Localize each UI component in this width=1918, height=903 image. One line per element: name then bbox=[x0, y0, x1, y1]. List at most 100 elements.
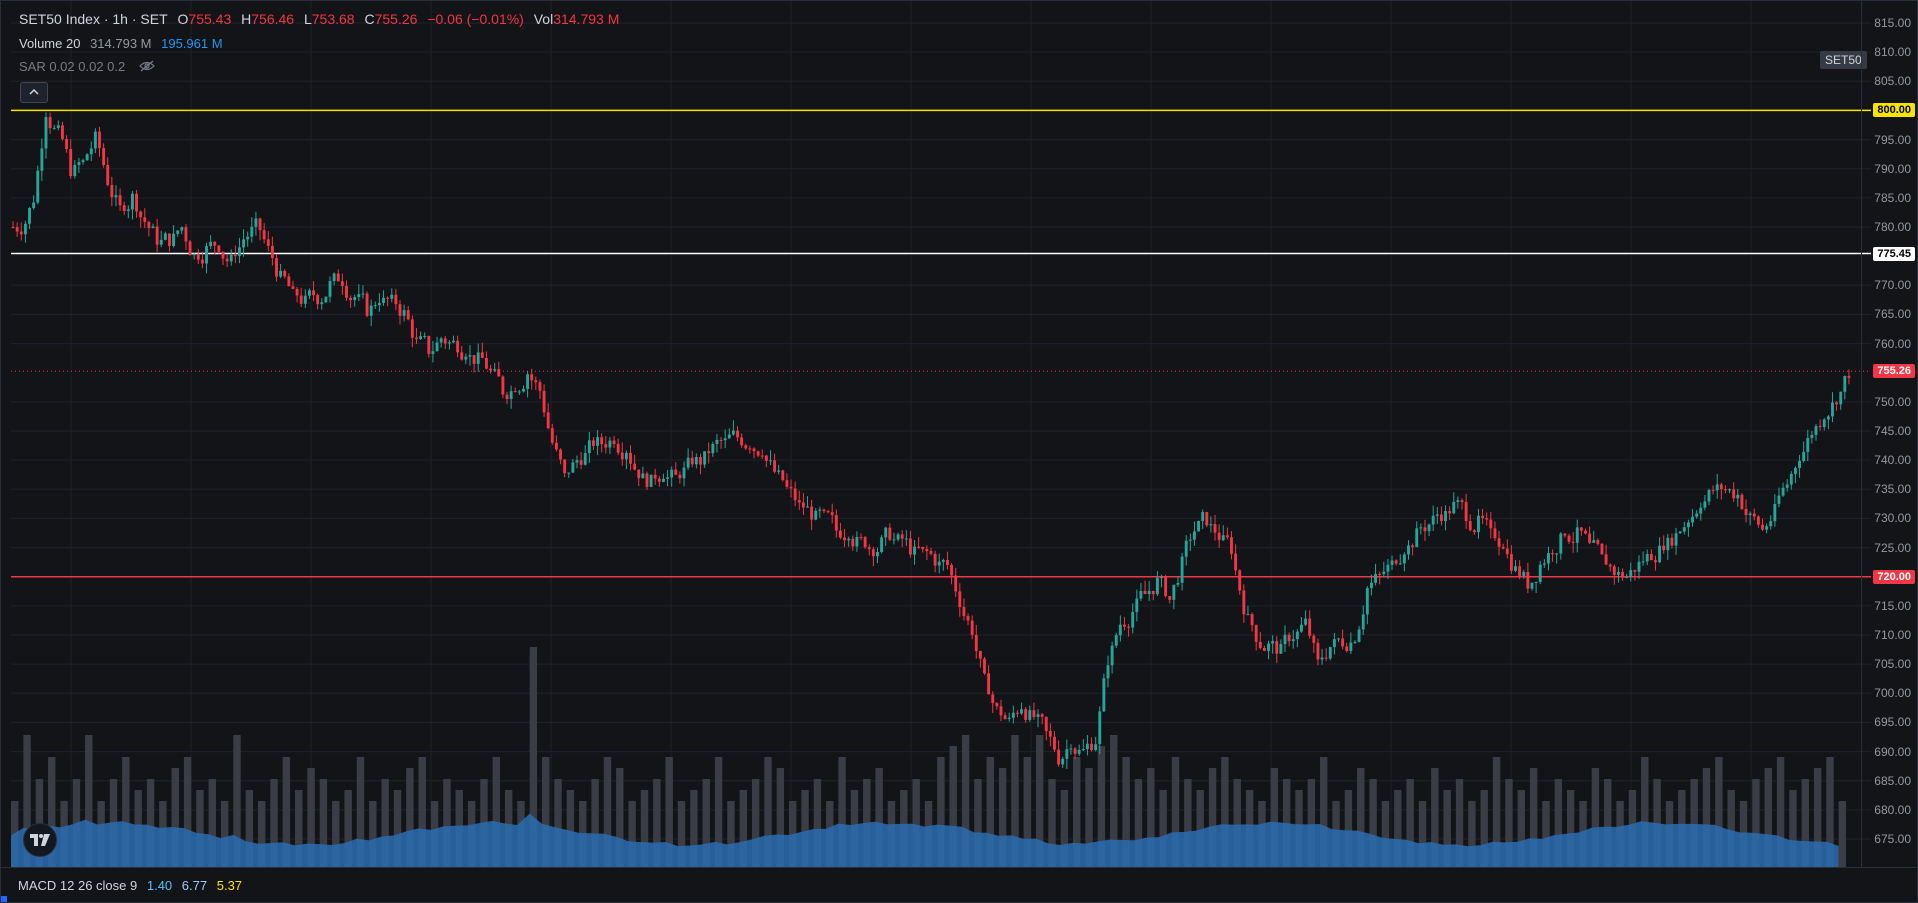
volume-bar bbox=[233, 735, 241, 867]
volume-bar bbox=[1233, 779, 1241, 867]
candle bbox=[1044, 716, 1048, 732]
candle bbox=[1423, 527, 1427, 532]
level-price-label[interactable]: 775.45 bbox=[1873, 246, 1915, 261]
volume-legend[interactable]: Volume 20 314.793 M 195.961 M bbox=[19, 36, 229, 51]
candle bbox=[818, 509, 822, 511]
candle bbox=[587, 440, 591, 454]
candle bbox=[1312, 635, 1316, 643]
candle bbox=[1188, 539, 1192, 541]
price-pane[interactable] bbox=[11, 1, 1871, 867]
candle bbox=[1526, 571, 1530, 589]
candle bbox=[1522, 571, 1526, 576]
candle bbox=[1493, 528, 1497, 539]
candle bbox=[1481, 515, 1485, 519]
symbol-legend[interactable]: SET50 Index · 1h · SET O755.43 H756.46 L… bbox=[19, 11, 625, 27]
candle bbox=[283, 270, 287, 277]
eye-off-icon[interactable] bbox=[139, 60, 155, 75]
volume-bar bbox=[1517, 790, 1525, 867]
candle bbox=[493, 369, 497, 371]
volume-bar bbox=[616, 768, 624, 867]
candle bbox=[1127, 626, 1131, 628]
candle bbox=[550, 428, 554, 443]
candle bbox=[744, 445, 748, 449]
candle bbox=[563, 459, 567, 474]
volume-bar bbox=[369, 801, 377, 867]
candle bbox=[608, 440, 612, 448]
candle bbox=[159, 239, 163, 245]
macd-pane[interactable]: MACD 12 26 close 9 1.40 6.77 5.37 bbox=[1, 867, 1917, 903]
candle bbox=[736, 430, 739, 438]
volume-bar bbox=[356, 757, 365, 867]
candle bbox=[699, 457, 702, 465]
candle bbox=[727, 434, 731, 439]
candle bbox=[184, 227, 188, 242]
candle bbox=[620, 452, 624, 460]
volume-bar bbox=[1529, 768, 1538, 867]
candle bbox=[1765, 526, 1769, 530]
candle bbox=[233, 254, 237, 257]
candle bbox=[966, 616, 970, 621]
candle bbox=[1563, 533, 1567, 536]
volume-bar bbox=[1480, 790, 1488, 867]
sar-indicator-label[interactable]: SAR 0.02 0.02 0.2 bbox=[19, 59, 126, 74]
sar-legend[interactable]: SAR 0.02 0.02 0.2 bbox=[19, 59, 161, 75]
volume-bar bbox=[566, 790, 575, 867]
price-axis[interactable]: 815.00 810.00 805.00 795.00 790.00 785.00 780.… bbox=[1861, 1, 1918, 867]
candle bbox=[785, 480, 789, 487]
candle bbox=[1707, 490, 1711, 502]
volume-indicator-label[interactable]: Volume 20 bbox=[19, 36, 81, 51]
candle bbox=[266, 239, 270, 246]
price-tick-label: 785.00 bbox=[1874, 190, 1911, 205]
price-chart[interactable] bbox=[11, 1, 1871, 867]
candle bbox=[991, 694, 995, 704]
candle bbox=[61, 125, 64, 139]
candle bbox=[258, 218, 262, 231]
volume-bar bbox=[1270, 768, 1279, 867]
candle bbox=[925, 548, 929, 551]
candle bbox=[155, 226, 159, 245]
candle bbox=[1415, 528, 1419, 548]
volume-bar bbox=[443, 779, 451, 867]
candle bbox=[307, 290, 311, 296]
candle bbox=[48, 117, 52, 129]
volume-bar bbox=[998, 768, 1007, 867]
price-tick-label: 805.00 bbox=[1874, 74, 1911, 89]
candle bbox=[1209, 524, 1213, 526]
candle bbox=[1608, 564, 1612, 567]
candle bbox=[1365, 588, 1369, 615]
volume-bar bbox=[1418, 801, 1427, 867]
candle bbox=[937, 561, 941, 566]
collapse-legend-button[interactable] bbox=[20, 82, 48, 103]
candle bbox=[826, 511, 830, 513]
candle bbox=[789, 486, 793, 489]
candle bbox=[1374, 573, 1378, 583]
candle bbox=[1464, 502, 1468, 522]
candle bbox=[1090, 743, 1093, 751]
level-price-label[interactable]: 800.00 bbox=[1873, 103, 1915, 118]
vol-label: Vol bbox=[533, 11, 554, 27]
candle bbox=[1197, 520, 1201, 532]
macd-indicator-label[interactable]: MACD 12 26 close 9 bbox=[18, 878, 138, 893]
volume-bar bbox=[171, 768, 179, 867]
candle bbox=[1674, 533, 1678, 546]
tradingview-logo-icon[interactable] bbox=[23, 823, 57, 857]
candle bbox=[1505, 548, 1509, 555]
candle bbox=[139, 211, 143, 218]
level-price-label[interactable]: 720.00 bbox=[1873, 569, 1915, 584]
candle bbox=[752, 448, 756, 452]
candle bbox=[77, 162, 81, 165]
candle bbox=[1020, 709, 1023, 714]
candle bbox=[1160, 577, 1163, 579]
volume-bar bbox=[739, 790, 747, 867]
candle bbox=[1744, 508, 1748, 516]
candle bbox=[377, 302, 381, 306]
candle bbox=[291, 286, 295, 289]
volume-bar bbox=[1208, 768, 1217, 867]
candle bbox=[522, 388, 525, 392]
candle bbox=[303, 295, 307, 304]
candle bbox=[163, 233, 167, 240]
candle bbox=[711, 443, 715, 454]
open-value: 755.43 bbox=[188, 11, 232, 27]
macd-legend[interactable]: MACD 12 26 close 9 1.40 6.77 5.37 bbox=[18, 878, 242, 893]
symbol-title[interactable]: SET50 Index · 1h · SET bbox=[19, 11, 168, 27]
